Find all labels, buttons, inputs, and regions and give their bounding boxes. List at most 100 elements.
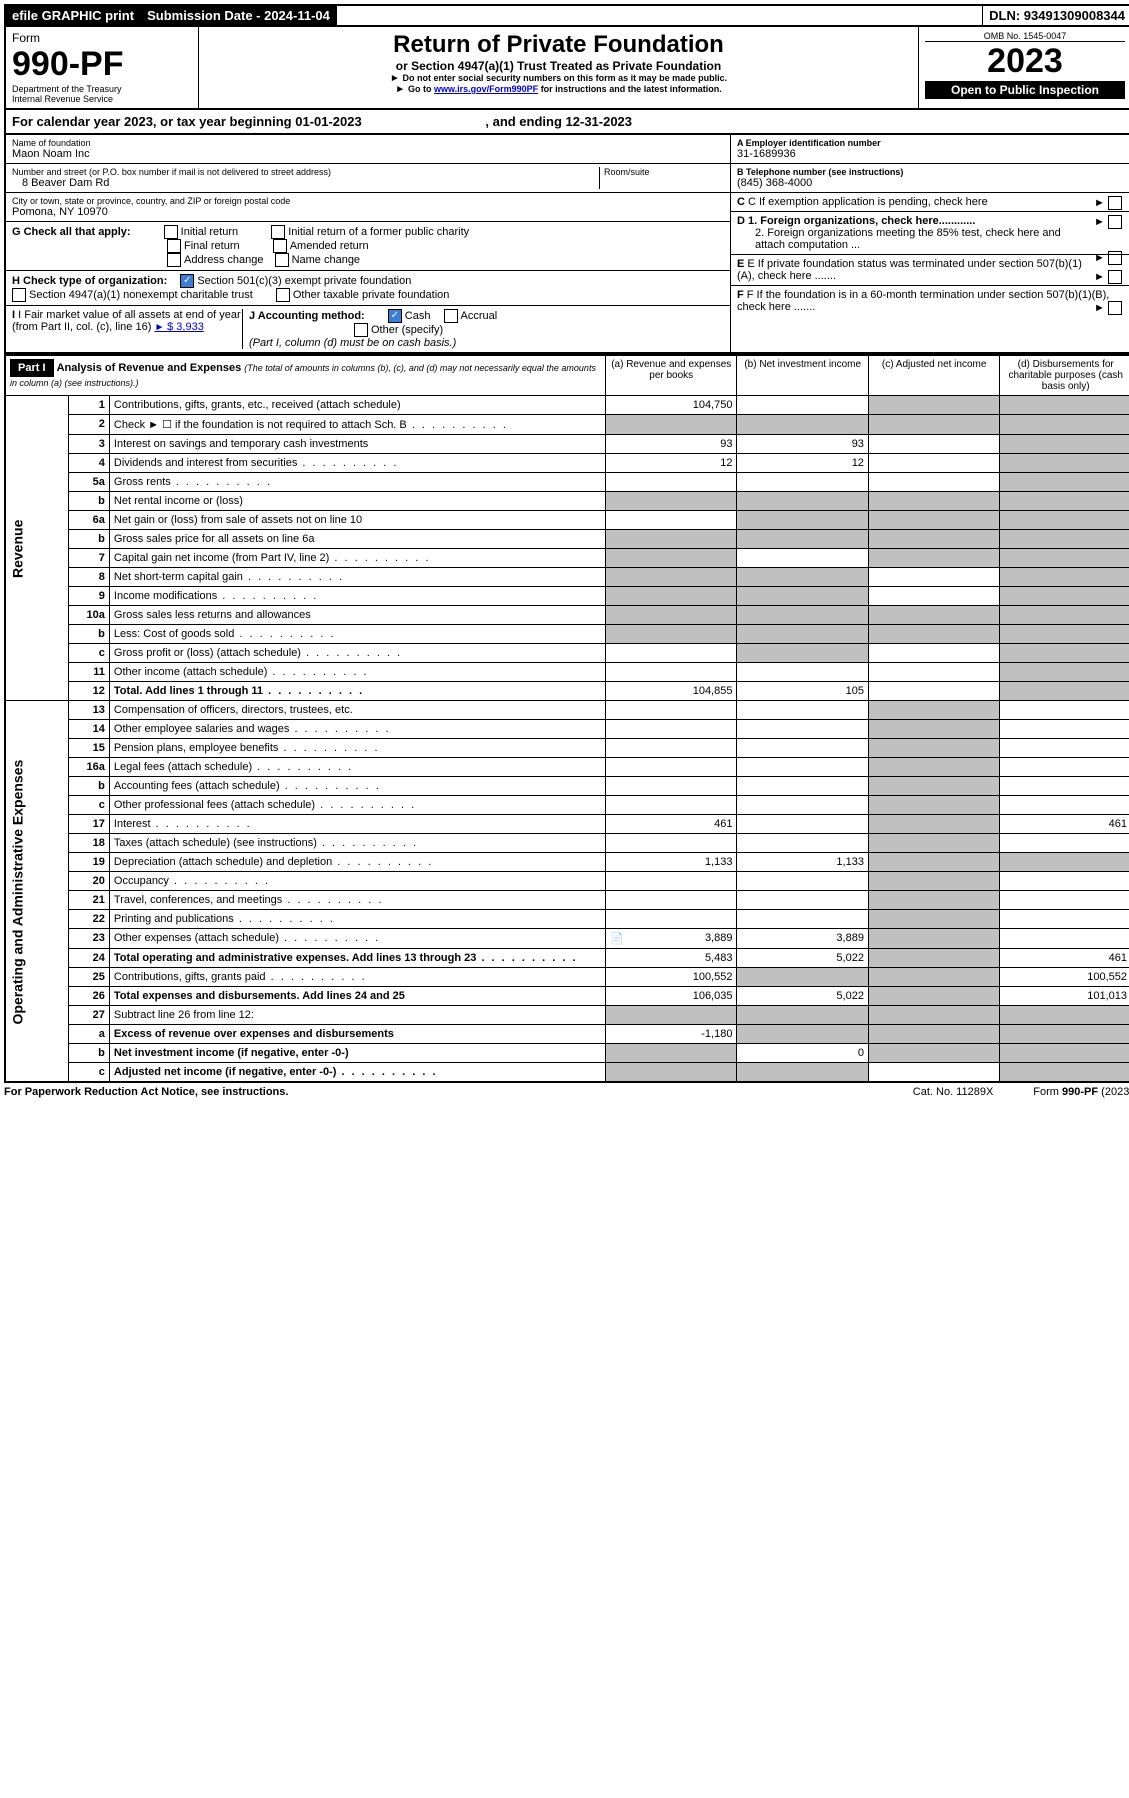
phone-label: B Telephone number (see instructions) (737, 167, 1125, 177)
col-c-value (868, 530, 999, 549)
chk-d1[interactable] (1108, 215, 1122, 229)
table-row: 11Other income (attach schedule) (5, 663, 1129, 682)
table-row: 22Printing and publications (5, 910, 1129, 929)
line-number: 5a (69, 473, 110, 492)
name-label: Name of foundation (12, 138, 724, 148)
chk-other-acct[interactable] (354, 323, 368, 337)
line-desc: Subtract line 26 from line 12: (109, 1006, 605, 1025)
line-desc: Pension plans, employee benefits (109, 739, 605, 758)
line-desc: Income modifications (109, 587, 605, 606)
col-b-value (737, 1025, 868, 1044)
col-b-header: (b) Net investment income (737, 355, 868, 396)
line-desc: Other employee salaries and wages (109, 720, 605, 739)
section-h: H Check type of organization: ✓Section 5… (6, 271, 730, 306)
col-c-value (868, 682, 999, 701)
chk-e[interactable] (1108, 270, 1122, 284)
table-row: 25Contributions, gifts, grants paid100,5… (5, 968, 1129, 987)
line-number: 25 (69, 968, 110, 987)
chk-d2[interactable] (1108, 251, 1122, 265)
chk-cash[interactable]: ✓ (388, 309, 402, 323)
chk-4947[interactable] (12, 288, 26, 302)
col-b-value (737, 777, 868, 796)
col-d-value (1000, 1044, 1129, 1063)
note-ssn: Do not enter social security numbers on … (205, 73, 912, 84)
instructions-link[interactable]: www.irs.gov/Form990PF (434, 84, 538, 94)
col-a-value (606, 834, 737, 853)
chk-amended[interactable] (273, 239, 287, 253)
col-d-value (1000, 549, 1129, 568)
col-b-value (737, 1006, 868, 1025)
submission-date: Submission Date - 2024-11-04 (141, 6, 337, 25)
omb: OMB No. 1545-0047 (925, 31, 1125, 42)
form-header: Form 990-PF Department of the Treasury I… (4, 27, 1129, 110)
entity-info: Name of foundation Maon Noam Inc Number … (4, 135, 1129, 354)
col-a-value: 📄3,889 (606, 929, 737, 949)
col-c-value (868, 415, 999, 435)
city-label: City or town, state or province, country… (12, 196, 724, 206)
revenue-label: Revenue (5, 396, 69, 701)
col-c-value (868, 549, 999, 568)
col-a-value (606, 530, 737, 549)
note-link: Go to www.irs.gov/Form990PF for instruct… (205, 84, 912, 95)
col-a-value: 5,483 (606, 949, 737, 968)
chk-c[interactable] (1108, 196, 1122, 210)
table-row: 24Total operating and administrative exp… (5, 949, 1129, 968)
col-d-value (1000, 720, 1129, 739)
col-c-value (868, 796, 999, 815)
addr-label: Number and street (or P.O. box number if… (12, 167, 599, 177)
line-number: 7 (69, 549, 110, 568)
table-row: 3Interest on savings and temporary cash … (5, 435, 1129, 454)
line-desc: Taxes (attach schedule) (see instruction… (109, 834, 605, 853)
chk-initial-former[interactable] (271, 225, 285, 239)
form-number: 990-PF (12, 45, 192, 84)
line-number: 10a (69, 606, 110, 625)
col-a-value: 100,552 (606, 968, 737, 987)
line-number: 2 (69, 415, 110, 435)
col-c-value (868, 834, 999, 853)
line-desc: Gross rents (109, 473, 605, 492)
col-a-value: 461 (606, 815, 737, 834)
col-b-value (737, 415, 868, 435)
col-c-value (868, 606, 999, 625)
attachment-icon[interactable]: 📄 (610, 932, 624, 945)
col-b-value (737, 968, 868, 987)
table-row: 15Pension plans, employee benefits (5, 739, 1129, 758)
col-d-value (1000, 396, 1129, 415)
chk-address[interactable] (167, 253, 181, 267)
col-d-value: 101,013 (1000, 987, 1129, 1006)
col-c-header: (c) Adjusted net income (868, 355, 999, 396)
table-row: 9Income modifications (5, 587, 1129, 606)
chk-f[interactable] (1108, 301, 1122, 315)
line-number: 21 (69, 891, 110, 910)
chk-accrual[interactable] (444, 309, 458, 323)
chk-final[interactable] (167, 239, 181, 253)
col-c-value (868, 396, 999, 415)
line-desc: Capital gain net income (from Part IV, l… (109, 549, 605, 568)
table-row: cOther professional fees (attach schedul… (5, 796, 1129, 815)
line-desc: Interest on savings and temporary cash i… (109, 435, 605, 454)
col-b-value (737, 663, 868, 682)
col-a-value (606, 910, 737, 929)
col-d-value (1000, 530, 1129, 549)
col-a-value (606, 701, 737, 720)
chk-name[interactable] (275, 253, 289, 267)
i-label: I Fair market value of all assets at end… (12, 309, 241, 333)
line-desc: Occupancy (109, 872, 605, 891)
top-bar: efile GRAPHIC print Submission Date - 20… (4, 4, 1129, 27)
line-number: a (69, 1025, 110, 1044)
col-b-value (737, 530, 868, 549)
col-b-value (737, 701, 868, 720)
col-a-value (606, 891, 737, 910)
efile-btn[interactable]: efile GRAPHIC print (6, 6, 141, 25)
col-c-value (868, 758, 999, 777)
table-row: 12Total. Add lines 1 through 11104,85510… (5, 682, 1129, 701)
col-b-value (737, 549, 868, 568)
form-label: Form (12, 31, 192, 45)
chk-501c3[interactable]: ✓ (180, 274, 194, 288)
open-public: Open to Public Inspection (925, 81, 1125, 99)
col-d-value (1000, 853, 1129, 872)
fmv-link[interactable]: $ 3,933 (154, 321, 203, 333)
chk-other-tax[interactable] (276, 288, 290, 302)
col-a-value (606, 663, 737, 682)
chk-initial[interactable] (164, 225, 178, 239)
